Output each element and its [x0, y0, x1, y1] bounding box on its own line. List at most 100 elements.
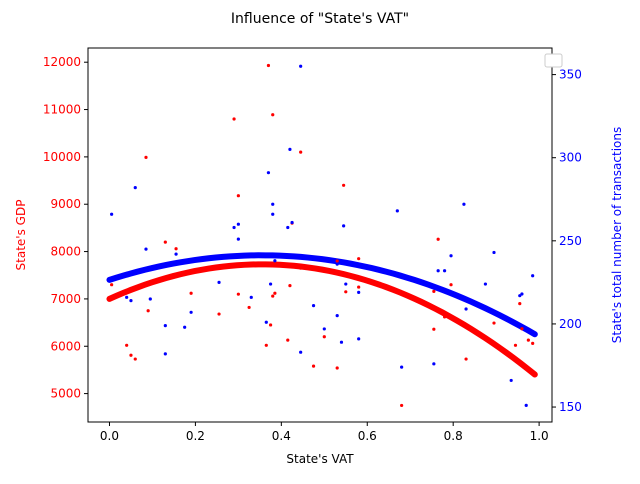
transactions-point: [484, 282, 487, 285]
transactions-point: [299, 351, 302, 354]
transactions-point: [286, 226, 289, 229]
gdp-point: [299, 151, 302, 154]
gdp-point: [518, 302, 521, 305]
transactions-point: [342, 224, 345, 227]
y-axis-label-right: State's total number of transactions: [610, 127, 624, 343]
transactions-point: [449, 254, 452, 257]
transactions-point: [462, 203, 465, 206]
gdp-point: [449, 283, 452, 286]
gdp-point: [286, 339, 289, 342]
transactions-point: [336, 262, 339, 265]
transactions-point: [174, 253, 177, 256]
gdp-point: [432, 328, 435, 331]
transactions-point: [396, 209, 399, 212]
y-right-tick-label: 200: [559, 317, 582, 331]
gdp-point: [232, 117, 235, 120]
gdp-point: [357, 285, 360, 288]
gdp-point: [531, 342, 534, 345]
y-right-tick-label: 150: [559, 400, 582, 414]
gdp-point: [299, 267, 302, 270]
transactions-point: [134, 186, 137, 189]
transactions-point: [129, 299, 132, 302]
gdp-point: [271, 294, 274, 297]
transactions-point: [265, 321, 268, 324]
gdp-point: [336, 259, 339, 262]
gdp-point: [432, 290, 435, 293]
transactions-point: [110, 213, 113, 216]
gdp-point: [492, 321, 495, 324]
gdp-point: [190, 292, 193, 295]
gdp-point: [312, 365, 315, 368]
transactions-point: [288, 148, 291, 151]
gdp-point: [344, 290, 347, 293]
transactions-point: [464, 307, 467, 310]
gdp-point: [265, 344, 268, 347]
gdp-point: [147, 309, 150, 312]
transactions-point: [237, 223, 240, 226]
transactions-point: [400, 366, 403, 369]
transactions-point: [437, 269, 440, 272]
legend-box: [545, 54, 562, 67]
y-right-tick-label: 350: [559, 68, 582, 82]
gdp-point: [336, 366, 339, 369]
gdp-point: [357, 257, 360, 260]
y-left-tick-label: 9000: [50, 197, 81, 211]
gdp-point: [110, 283, 113, 286]
x-tick-label: 0.0: [100, 429, 119, 443]
gdp-point: [271, 113, 274, 116]
transactions-point: [183, 326, 186, 329]
gdp-point: [237, 293, 240, 296]
transactions-point: [271, 213, 274, 216]
y-left-tick-label: 5000: [50, 387, 81, 401]
transactions-point: [237, 238, 240, 241]
transactions-point: [232, 226, 235, 229]
transactions-point: [443, 269, 446, 272]
gdp-point: [443, 315, 446, 318]
gdp-point: [125, 344, 128, 347]
y-axis-label-left: State's GDP: [14, 200, 28, 271]
transactions-point: [290, 221, 293, 224]
transactions-point: [510, 379, 513, 382]
transactions-point: [125, 296, 128, 299]
transactions-point: [217, 281, 220, 284]
gdp-point: [342, 184, 345, 187]
transactions-point: [269, 282, 272, 285]
gdp-point: [527, 339, 530, 342]
gdp-point: [248, 306, 251, 309]
transactions-point: [357, 291, 360, 294]
transactions-point: [357, 337, 360, 340]
transactions-point: [267, 171, 270, 174]
gdp-point: [400, 404, 403, 407]
x-tick-label: 0.8: [444, 429, 463, 443]
gdp-point: [164, 241, 167, 244]
gdp-point: [174, 247, 177, 250]
y-right-tick-label: 250: [559, 234, 582, 248]
transactions-point: [312, 304, 315, 307]
gdp-point: [288, 284, 291, 287]
gdp-point: [520, 327, 523, 330]
y-left-tick-label: 11000: [43, 103, 81, 117]
gdp-point: [237, 194, 240, 197]
x-tick-label: 0.6: [358, 429, 377, 443]
transactions-point: [520, 292, 523, 295]
transactions-point: [531, 274, 534, 277]
transactions-point: [299, 65, 302, 68]
transactions-point: [344, 282, 347, 285]
transactions-point: [164, 352, 167, 355]
transactions-point: [149, 297, 152, 300]
transactions-point: [144, 248, 147, 251]
transactions-point: [271, 203, 274, 206]
chart-title: Influence of "State's VAT": [231, 11, 409, 27]
gdp-point: [437, 238, 440, 241]
gdp-point: [267, 64, 270, 67]
transactions-point: [164, 324, 167, 327]
y-right-tick-label: 300: [559, 151, 582, 165]
y-left-tick-label: 10000: [43, 150, 81, 164]
y-left-tick-label: 7000: [50, 292, 81, 306]
transactions-point: [323, 327, 326, 330]
y-left-tick-label: 8000: [50, 245, 81, 259]
transactions-point: [336, 314, 339, 317]
